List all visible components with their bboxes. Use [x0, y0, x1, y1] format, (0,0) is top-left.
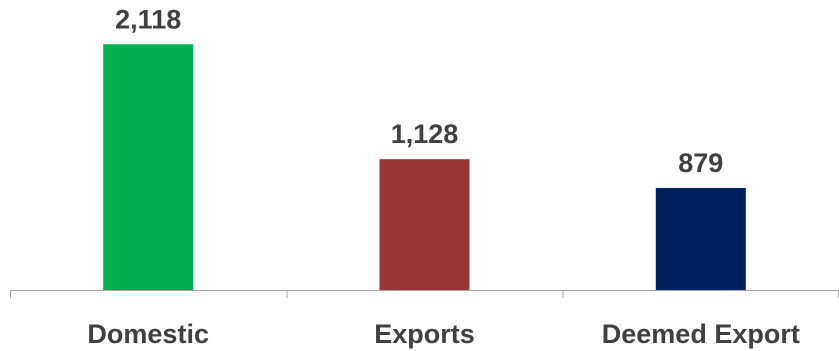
category-labels-layer: Domestic Exports Deemed Export	[87, 319, 799, 349]
data-label: 1,128	[391, 119, 459, 149]
bar-exports	[379, 159, 470, 290]
data-label: 2,118	[115, 4, 181, 34]
data-labels-layer: 2,118 1,128 879	[115, 4, 723, 178]
data-label: 879	[678, 148, 723, 178]
bar-deemed-export	[655, 188, 746, 290]
category-label: Domestic	[87, 319, 209, 349]
x-axis	[10, 290, 839, 298]
category-label: Deemed Export	[602, 319, 800, 349]
bar-domestic	[103, 44, 194, 290]
category-label: Exports	[374, 319, 475, 349]
bars-layer	[103, 44, 746, 290]
